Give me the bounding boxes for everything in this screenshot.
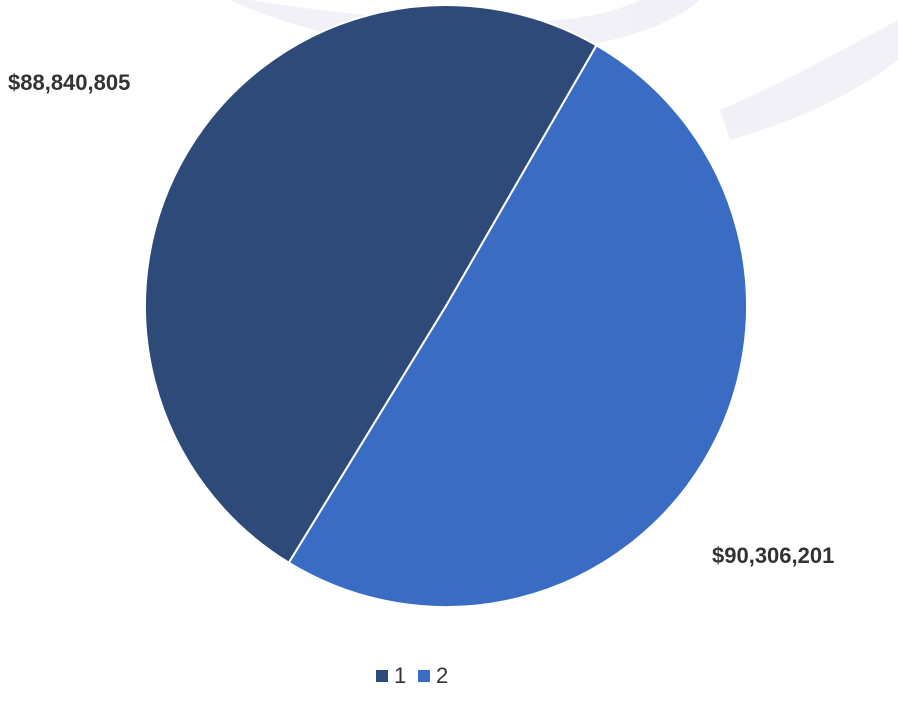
- legend-label-2: 2: [436, 663, 448, 688]
- legend-label-1: 1: [394, 663, 406, 688]
- legend-swatch-1: [376, 670, 388, 682]
- pie-slice-2: [287, 43, 748, 608]
- data-label-2: $90,306,201: [712, 543, 834, 568]
- legend-swatch-2: [418, 670, 430, 682]
- pie-slices: [144, 3, 748, 608]
- data-label-1: $88,840,805: [8, 70, 130, 95]
- legend: 1 2: [376, 663, 448, 688]
- data-labels: $88,840,805 $90,306,201: [8, 70, 834, 568]
- pie-slice-1: [144, 3, 598, 565]
